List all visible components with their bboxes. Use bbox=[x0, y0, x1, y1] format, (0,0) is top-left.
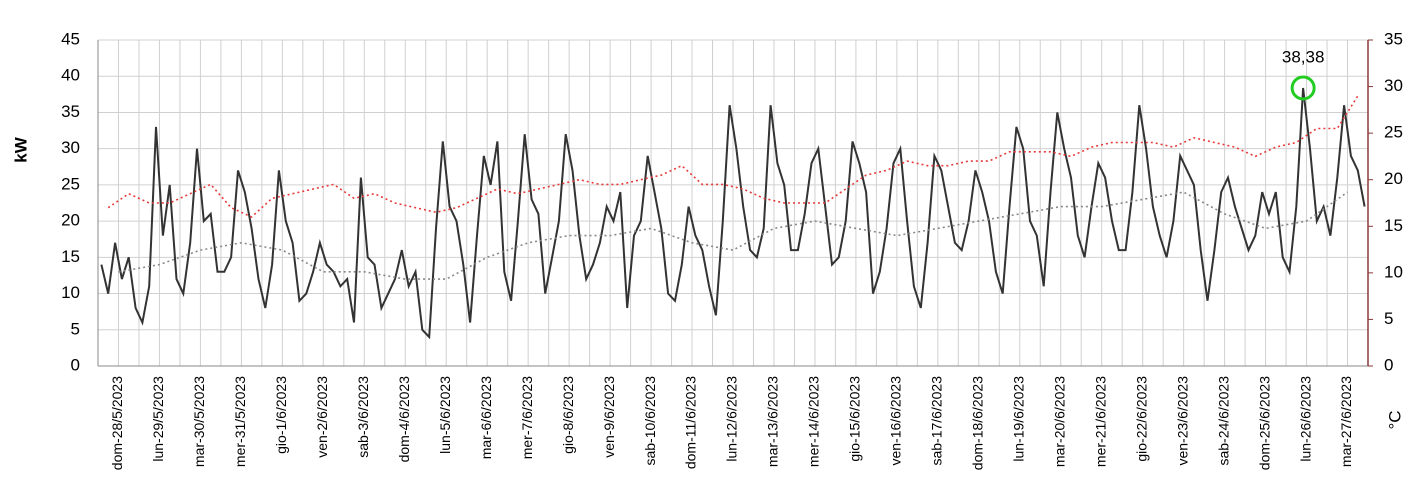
y-tick-label: 35 bbox=[61, 102, 80, 121]
x-tick-label: mar-20/6/2023 bbox=[1051, 376, 1067, 467]
x-tick-label: gio-8/6/2023 bbox=[560, 376, 576, 454]
y2-tick-label: 30 bbox=[1384, 76, 1403, 95]
x-tick-label: sab-17/6/2023 bbox=[929, 376, 945, 466]
x-tick-label: gio-22/6/2023 bbox=[1133, 376, 1149, 462]
x-tick-label: dom-4/6/2023 bbox=[396, 376, 412, 463]
y-tick-label: 20 bbox=[61, 211, 80, 230]
x-tick-label: sab-3/6/2023 bbox=[355, 376, 371, 458]
x-tick-label: lun-26/6/2023 bbox=[1297, 376, 1313, 462]
y2-tick-label: 25 bbox=[1384, 123, 1403, 142]
y2-tick-label: 15 bbox=[1384, 216, 1403, 235]
x-tick-label: gio-1/6/2023 bbox=[273, 376, 289, 454]
y2-axis-label: °C bbox=[1385, 410, 1404, 429]
x-tick-label: ven-16/6/2023 bbox=[888, 376, 904, 466]
x-tick-label: mar-27/6/2023 bbox=[1338, 376, 1354, 467]
x-tick-label: mer-7/6/2023 bbox=[519, 376, 535, 459]
x-tick-label: ven-23/6/2023 bbox=[1174, 376, 1190, 466]
x-tick-label: dom-28/5/2023 bbox=[109, 376, 125, 470]
x-tick-label: sab-10/6/2023 bbox=[642, 376, 658, 466]
annotation-marker bbox=[1290, 75, 1316, 101]
x-tick-label: lun-19/6/2023 bbox=[1010, 376, 1026, 462]
y2-tick-label: 0 bbox=[1384, 355, 1393, 374]
x-tick-label: mar-30/5/2023 bbox=[191, 376, 207, 467]
x-tick-label: lun-29/5/2023 bbox=[150, 376, 166, 462]
x-tick-label: dom-18/6/2023 bbox=[970, 376, 986, 470]
y-tick-label: 40 bbox=[61, 66, 80, 85]
y-tick-label: 45 bbox=[61, 29, 80, 48]
y-axis-label: kW bbox=[11, 136, 30, 162]
x-tick-label: mer-31/5/2023 bbox=[232, 376, 248, 467]
x-tick-label: ven-9/6/2023 bbox=[601, 376, 617, 458]
y-tick-label: 25 bbox=[61, 174, 80, 193]
x-tick-label: dom-11/6/2023 bbox=[683, 376, 699, 469]
x-tick-label: mar-13/6/2023 bbox=[765, 376, 781, 467]
x-tick-label: dom-25/6/2023 bbox=[1256, 376, 1272, 470]
y-tick-label: 0 bbox=[71, 355, 80, 374]
x-tick-label: mer-21/6/2023 bbox=[1092, 376, 1108, 467]
y-tick-label: 10 bbox=[61, 283, 80, 302]
x-tick-label: sab-24/6/2023 bbox=[1215, 376, 1231, 466]
y-tick-label: 15 bbox=[61, 247, 80, 266]
y2-tick-label: 5 bbox=[1384, 309, 1393, 328]
series-line bbox=[100, 87, 1366, 340]
y2-tick-label: 20 bbox=[1384, 169, 1403, 188]
y2-tick-label: 35 bbox=[1384, 29, 1403, 48]
annotation-label: 38,38 bbox=[1282, 47, 1325, 66]
y-tick-label: 5 bbox=[71, 319, 80, 338]
x-tick-label: lun-12/6/2023 bbox=[724, 376, 740, 462]
y-tick-label: 30 bbox=[61, 138, 80, 157]
x-tick-label: mar-6/6/2023 bbox=[478, 376, 494, 459]
x-tick-label: gio-15/6/2023 bbox=[847, 376, 863, 462]
x-tick-label: lun-5/6/2023 bbox=[437, 376, 453, 454]
x-tick-label: mer-14/6/2023 bbox=[806, 376, 822, 467]
x-tick-label: ven-2/6/2023 bbox=[314, 376, 330, 458]
y2-tick-label: 10 bbox=[1384, 262, 1403, 281]
